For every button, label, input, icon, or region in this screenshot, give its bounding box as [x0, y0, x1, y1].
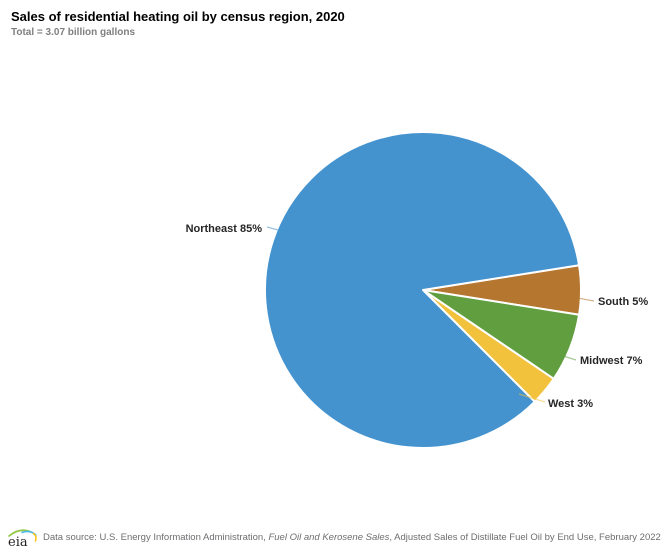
leader-line-northeast [266, 226, 290, 234]
leader-line-south [571, 296, 595, 302]
footer: eia Data source: U.S. Energy Information… [7, 525, 661, 549]
pie-slice-northeast [264, 131, 581, 449]
source-publication-italic: Fuel Oil and Kerosene Sales [268, 531, 390, 543]
chart-subtitle-total: Total = 3.07 billion gallons [11, 27, 136, 38]
pie-slices [264, 131, 582, 449]
slice-label-northeast: Northeast 85% [185, 223, 262, 235]
source-suffix: , Adjusted Sales of Distillate Fuel Oil … [389, 531, 661, 543]
source-prefix: Data source: U.S. Energy Information Adm… [43, 531, 269, 543]
eia-logo-text: eia [8, 535, 28, 549]
page-title: Sales of residential heating oil by cens… [11, 9, 345, 24]
slice-label-west: West 3% [548, 398, 594, 410]
label-leader-lines [266, 226, 595, 403]
slice-label-midwest: Midwest 7% [580, 355, 643, 367]
leader-line-midwest [556, 353, 577, 361]
leader-line-west [518, 393, 546, 403]
slice-label-south: South 5% [598, 296, 649, 308]
data-source-text: Data source: U.S. Energy Information Adm… [43, 532, 661, 543]
eia-logo-icon: eia [8, 529, 37, 549]
